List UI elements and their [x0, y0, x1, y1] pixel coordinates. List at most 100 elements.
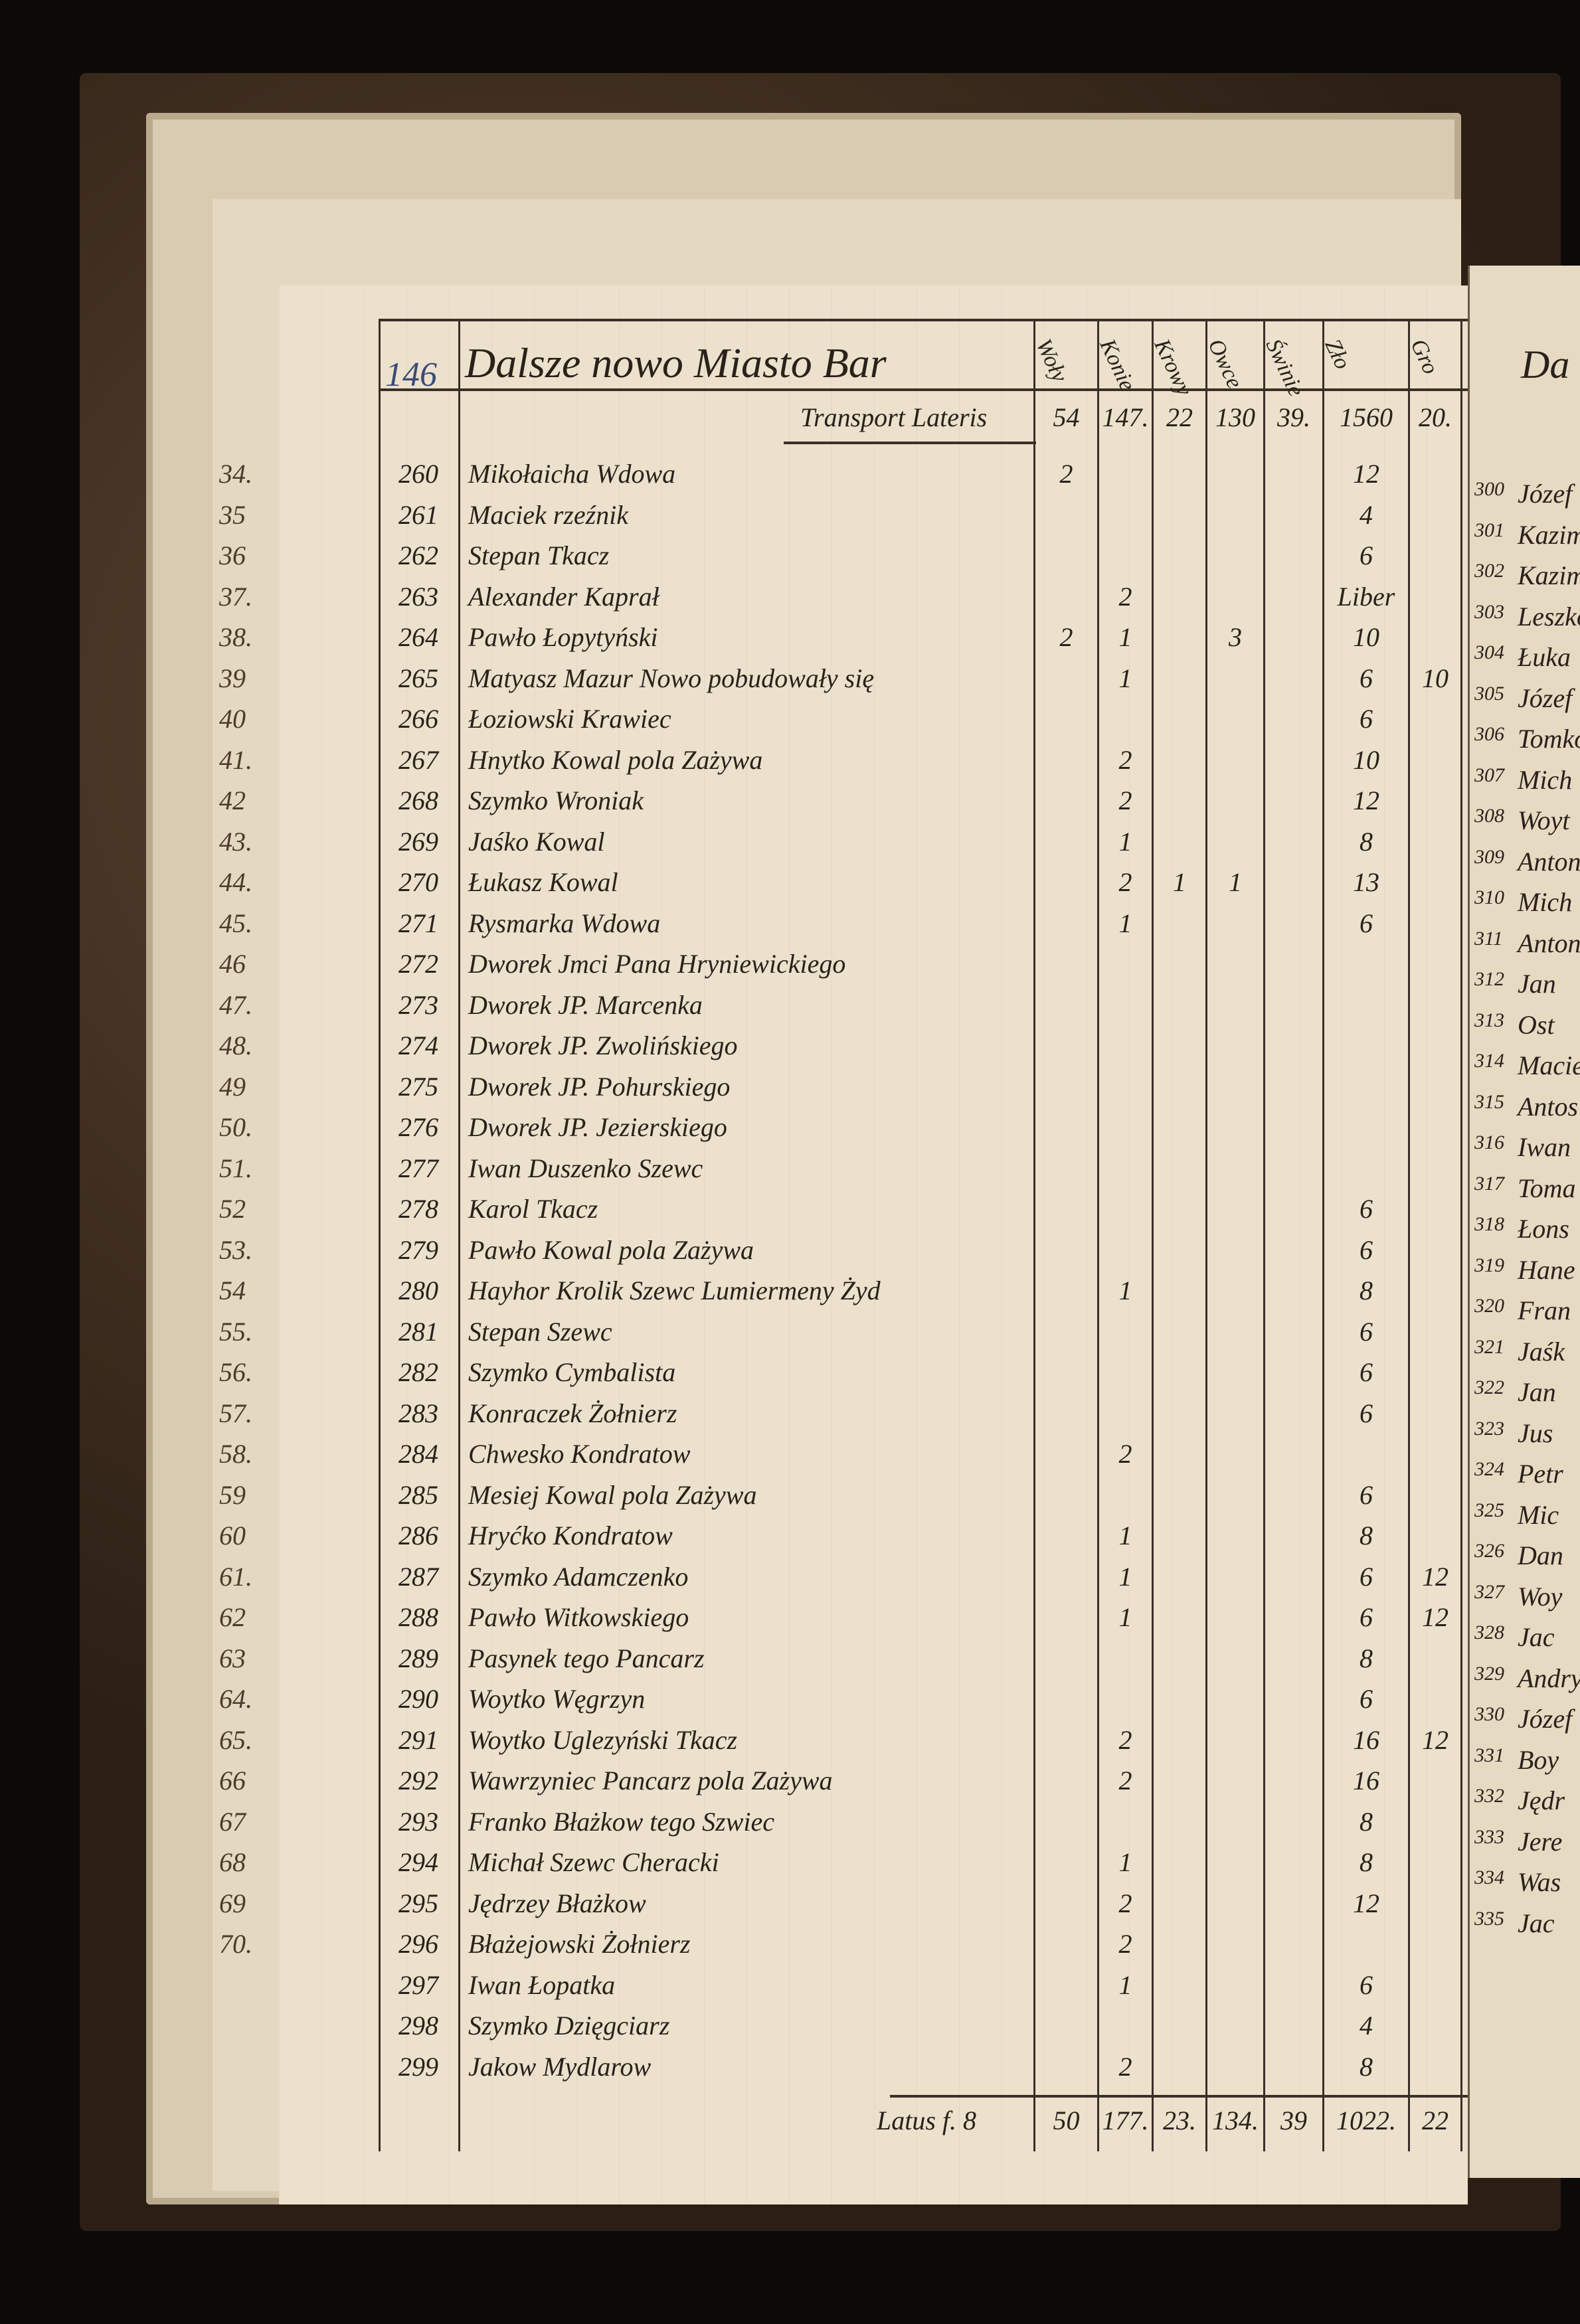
entry-name: Hayhor Krolik Szewc Lumiermeny Żyd: [468, 1276, 881, 1305]
margin-number: 41.: [219, 744, 252, 775]
margin-number: 63: [219, 1643, 246, 1673]
entry-name: Jakow Mydlarow: [468, 2051, 652, 2082]
entry-number: 294: [398, 1847, 438, 1877]
facing-entry-name: Łons: [1518, 1214, 1569, 1244]
facing-entry-number: 332: [1474, 1785, 1504, 1807]
entry-name: Maciek rzeźnik: [468, 499, 629, 530]
facing-entry-number: 301: [1474, 519, 1504, 541]
margin-number: 64.: [219, 1684, 252, 1714]
facing-entry-number: 313: [1474, 1009, 1504, 1031]
total-value: 39: [1280, 2106, 1307, 2135]
entry-number: 261: [398, 499, 438, 530]
entry-value: 6: [1360, 1316, 1373, 1347]
facing-entry-number: 314: [1474, 1050, 1504, 1072]
entry-value: 8: [1360, 1847, 1373, 1877]
column-rule: [1205, 319, 1207, 2151]
entry-number: 275: [398, 1071, 438, 1102]
page-number: 146: [385, 356, 437, 394]
entry-name: Dworek JP. Pohurskiego: [468, 1071, 731, 1102]
facing-entry-name: Andry: [1518, 1663, 1580, 1693]
entry-number: 278: [398, 1194, 438, 1224]
entry-name: Woytko Węgrzyn: [468, 1684, 646, 1714]
total-value: 22: [1422, 2106, 1448, 2135]
entry-name: Pawło Łopytyński: [468, 622, 658, 652]
facing-entry-number: 306: [1474, 723, 1504, 745]
entry-name: Szymko Cymbalista: [468, 1357, 676, 1387]
facing-entry-name: Petr: [1518, 1459, 1563, 1489]
entry-number: 272: [398, 949, 438, 979]
entry-number: 297: [398, 1969, 438, 2000]
entry-name: Hnytko Kowal pola Zażywa: [468, 744, 763, 775]
margin-number: 60: [219, 1521, 246, 1550]
facing-entry-name: Józef: [1518, 1704, 1573, 1734]
entry-value: 2: [1118, 744, 1132, 775]
column-rule: [1033, 319, 1035, 2151]
facing-entry-name: Jus: [1518, 1418, 1553, 1448]
entry-number: 270: [398, 867, 438, 897]
entry-number: 276: [398, 1112, 438, 1142]
facing-entry-name: Anton: [1518, 928, 1580, 958]
facing-entry-number: 327: [1474, 1580, 1504, 1603]
facing-entry-number: 321: [1474, 1335, 1504, 1358]
entry-number: 290: [398, 1684, 438, 1714]
transport-value: 22: [1166, 402, 1193, 432]
margin-number: 66: [219, 1766, 246, 1795]
entry-value: 8: [1360, 2051, 1373, 2082]
margin-number: 58.: [219, 1439, 252, 1469]
entry-value: 1: [1118, 622, 1132, 652]
entry-number: 287: [398, 1561, 438, 1592]
entry-number: 274: [398, 1031, 438, 1060]
facing-entry-name: Józef: [1518, 683, 1573, 713]
facing-entry-name: Boy: [1518, 1744, 1559, 1775]
entry-value: 2: [1118, 2051, 1132, 2082]
entry-number: 267: [398, 744, 438, 775]
entry-value: 6: [1360, 1684, 1373, 1714]
margin-number: 46: [219, 949, 246, 979]
total-value: 177.: [1102, 2106, 1149, 2135]
transport-underline: [784, 442, 1036, 444]
entry-value: 4: [1360, 499, 1373, 530]
margin-number: 34.: [219, 459, 252, 489]
entry-value: 2: [1118, 1766, 1132, 1795]
transport-label: Transport Lateris: [800, 402, 988, 432]
margin-number: 35: [219, 499, 246, 530]
margin-number: 37.: [219, 581, 252, 612]
transport-value: 1560: [1340, 402, 1393, 432]
entry-value: 6: [1360, 1357, 1373, 1387]
entry-value: 2: [1118, 1439, 1132, 1469]
entry-value: 1: [1118, 908, 1132, 938]
entry-number: 296: [398, 1929, 438, 1959]
page-title: Dalsze nowo Miasto Bar: [465, 339, 887, 386]
entry-value: 4: [1360, 2011, 1373, 2040]
facing-entry-number: 326: [1474, 1540, 1504, 1562]
entry-value: 10: [1353, 744, 1379, 775]
transport-value: 54: [1053, 402, 1080, 432]
margin-number: 70.: [219, 1929, 252, 1959]
facing-entry-name: Iwan: [1518, 1132, 1571, 1162]
entry-number: 284: [398, 1439, 438, 1469]
column-rule: [379, 319, 381, 2151]
facing-entry-number: 320: [1474, 1295, 1504, 1317]
entry-value: 6: [1360, 704, 1373, 734]
total-label: Latus f. 8: [877, 2106, 977, 2135]
entry-value: 16: [1353, 1766, 1379, 1795]
facing-page: [1468, 266, 1580, 2178]
entry-name: Stepan Szewc: [468, 1316, 612, 1347]
column-rule: [1322, 319, 1324, 2151]
facing-entry-name: Józef: [1518, 479, 1573, 509]
entry-value: 8: [1360, 1643, 1373, 1673]
margin-number: 42: [219, 786, 246, 815]
entry-name: Matyasz Mazur Nowo pobudowały się: [468, 663, 875, 693]
entry-value: 8: [1360, 1276, 1373, 1305]
entry-number: 269: [398, 826, 438, 857]
margin-number: 61.: [219, 1561, 252, 1592]
entry-name: Dworek JP. Jezierskiego: [468, 1112, 727, 1142]
entry-value: 13: [1353, 867, 1379, 897]
margin-number: 69: [219, 1888, 246, 1918]
facing-entry-number: 304: [1474, 641, 1504, 663]
entry-value: 16: [1353, 1724, 1379, 1755]
entry-value: 1: [1118, 1276, 1132, 1305]
entry-number: 265: [398, 663, 438, 693]
facing-entry-name: Dan: [1518, 1540, 1563, 1570]
facing-entry-number: 324: [1474, 1458, 1504, 1480]
